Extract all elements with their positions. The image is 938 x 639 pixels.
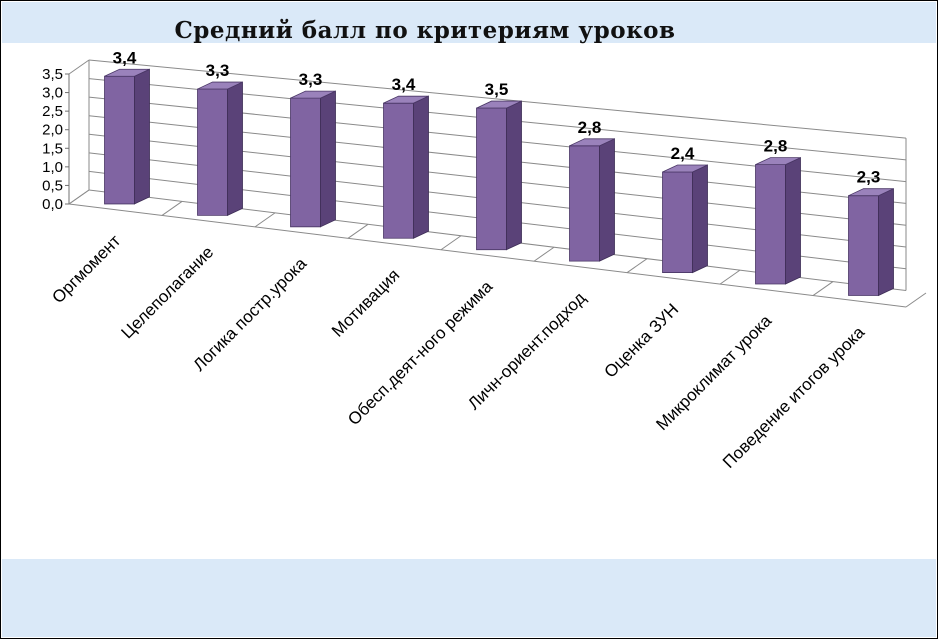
floor-divider (68, 189, 90, 205)
bar (662, 171, 693, 273)
x-tick-label: Оргмомент (48, 231, 124, 307)
bar-top (197, 81, 243, 90)
data-label: 3,4 (113, 48, 137, 67)
floor-divider (440, 235, 462, 251)
bar (569, 145, 600, 262)
bar (197, 88, 228, 216)
data-label: 3,5 (485, 80, 509, 99)
bar-top (662, 164, 708, 173)
x-tick-label: Целеполагание (118, 243, 218, 343)
header-band (2, 2, 936, 43)
y-tick-label: 0,5 (42, 177, 63, 194)
bar-top (848, 188, 894, 197)
floor-divider (533, 246, 555, 262)
floor-divider (719, 269, 741, 285)
bar (476, 107, 507, 251)
floor-divider (161, 201, 183, 216)
gridline (88, 59, 907, 139)
y-tick-label: 3,5 (42, 66, 63, 83)
floor-divider (347, 223, 369, 239)
x-tick-label: Мотивация (328, 265, 403, 340)
y-tick-label: 2,0 (42, 122, 63, 139)
y-tick-label: 3,0 (42, 85, 63, 102)
y-tick-label: 1,0 (42, 159, 63, 176)
data-label: 3,4 (392, 75, 416, 94)
data-label: 3,3 (299, 70, 323, 89)
bar-side (134, 68, 150, 205)
floor-divider (905, 292, 927, 308)
bar-top (383, 95, 429, 104)
x-tick-label: Логика постр.урока (189, 254, 310, 375)
bar-side (413, 95, 429, 239)
data-label: 2,4 (671, 144, 695, 163)
bar-top (569, 138, 615, 147)
x-tick-label: Личн-ориент.подход (464, 288, 589, 413)
bar-side (692, 164, 708, 274)
y-tick-label: 2,5 (42, 103, 63, 120)
bar-side (785, 156, 801, 285)
data-label: 2,8 (578, 118, 602, 137)
floor-divider (626, 258, 648, 274)
data-label: 3,3 (206, 61, 230, 80)
bar-top (476, 100, 522, 109)
y-tick-label: 1,5 (42, 140, 63, 157)
bar (104, 75, 135, 205)
x-tick-label: Микроклимат урока (652, 311, 775, 434)
bar-side (599, 138, 615, 262)
bar (755, 164, 786, 285)
bar-side (506, 100, 522, 251)
bar-side (878, 188, 894, 297)
data-label: 2,8 (764, 137, 788, 156)
y-tick-label: 0,0 (42, 196, 63, 213)
footer-band (2, 559, 936, 637)
data-label: 2,3 (857, 168, 881, 187)
floor-divider (812, 281, 834, 296)
bar (848, 195, 879, 296)
bar-top (290, 90, 336, 99)
x-axis (68, 203, 907, 308)
bar-side (320, 90, 336, 228)
bar-side (227, 81, 243, 216)
bar (383, 102, 414, 239)
side-wall-top (68, 59, 90, 75)
bar (290, 97, 321, 228)
chart-title: Средний балл по критериям уроков (174, 17, 676, 44)
bar-top (755, 157, 801, 166)
x-tick-label: Оценка ЗУН (600, 300, 682, 382)
bar-top (104, 68, 150, 77)
floor-divider (254, 212, 276, 228)
